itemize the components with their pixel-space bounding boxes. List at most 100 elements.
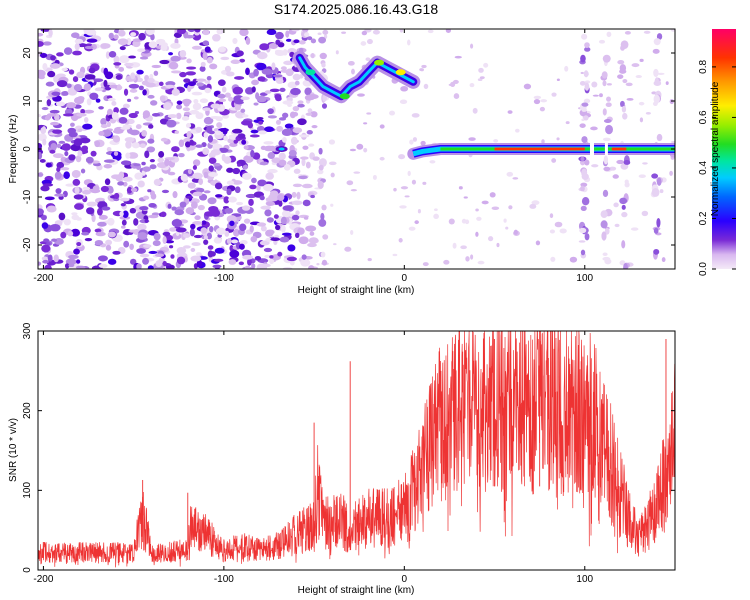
noise-speckle: [533, 95, 542, 100]
noise-speckle: [148, 124, 154, 129]
noise-speckle: [512, 177, 519, 180]
noise-speckle: [189, 109, 200, 115]
noise-speckle: [49, 109, 60, 114]
noise-speckle: [360, 41, 367, 46]
noise-speckle: [61, 67, 69, 72]
noise-speckle: [65, 183, 76, 187]
noise-speckle: [330, 203, 334, 207]
streak-speckle: [322, 234, 329, 240]
noise-speckle: [372, 174, 377, 180]
noise-speckle: [281, 128, 293, 137]
noise-speckle: [75, 265, 86, 269]
noise-speckle: [62, 190, 68, 198]
noise-speckle: [275, 78, 284, 84]
noise-speckle: [310, 53, 315, 59]
noise-speckle: [183, 78, 191, 83]
noise-speckle: [304, 87, 312, 96]
noise-speckle: [379, 124, 385, 129]
streak-speckle: [604, 258, 612, 265]
noise-speckle: [513, 229, 518, 235]
noise-speckle: [240, 96, 250, 101]
noise-speckle: [592, 94, 599, 97]
snr-x-tick-label: -100: [214, 574, 234, 585]
noise-speckle: [118, 55, 130, 64]
noise-speckle: [218, 128, 229, 133]
snr-y-axis-label: SNR (10 * v/v): [8, 418, 19, 482]
spectrogram-x-tick-label: -200: [33, 273, 53, 284]
streak-speckle: [623, 159, 631, 165]
noise-speckle: [83, 109, 95, 114]
noise-speckle: [551, 158, 557, 163]
streak-speckle: [653, 68, 659, 78]
noise-speckle: [169, 245, 174, 249]
spectrogram-y-axis-label: Frequency (Hz): [8, 115, 19, 184]
noise-speckle: [239, 243, 245, 250]
noise-speckle: [141, 161, 146, 166]
noise-speckle: [190, 247, 196, 252]
noise-speckle: [292, 127, 303, 134]
noise-speckle: [282, 112, 289, 119]
noise-speckle: [229, 245, 234, 252]
noise-speckle: [113, 55, 120, 64]
noise-speckle: [72, 50, 82, 56]
noise-speckle: [244, 265, 251, 269]
noise-speckle: [133, 218, 139, 226]
noise-speckle: [208, 206, 219, 213]
streak-speckle: [651, 173, 659, 179]
noise-speckle: [251, 177, 257, 184]
noise-speckle: [201, 220, 207, 225]
snr-y-tick-label: 100: [22, 482, 33, 499]
noise-speckle: [153, 178, 162, 186]
noise-speckle: [117, 38, 129, 46]
noise-speckle: [551, 92, 557, 97]
noise-speckle: [602, 80, 607, 87]
noise-speckle: [61, 91, 69, 96]
noise-speckle: [212, 264, 222, 269]
noise-speckle: [192, 102, 202, 111]
noise-speckle: [250, 235, 258, 243]
noise-speckle: [271, 62, 276, 71]
noise-speckle: [121, 219, 127, 226]
carrier-track-gap: [604, 143, 608, 155]
streak-speckle: [318, 36, 327, 44]
noise-speckle: [210, 103, 221, 109]
noise-speckle: [124, 62, 134, 67]
noise-speckle: [269, 258, 275, 265]
noise-speckle: [365, 57, 371, 62]
noise-speckle: [379, 156, 385, 161]
noise-speckle: [266, 29, 277, 36]
noise-speckle: [73, 194, 84, 200]
noise-speckle: [275, 119, 282, 125]
noise-speckle: [598, 39, 606, 44]
noise-speckle: [97, 255, 108, 262]
noise-speckle: [606, 83, 612, 86]
noise-speckle: [111, 111, 119, 120]
noise-speckle: [70, 228, 81, 237]
noise-speckle: [550, 256, 556, 262]
streak-speckle: [653, 227, 659, 234]
noise-speckle: [53, 254, 59, 263]
streak-speckle: [322, 29, 329, 35]
noise-speckle: [169, 227, 177, 232]
upper-track-hotspot: [395, 69, 406, 76]
noise-speckle: [48, 29, 53, 37]
noise-speckle: [186, 130, 192, 139]
noise-speckle: [256, 222, 267, 227]
noise-speckle: [234, 76, 245, 80]
noise-speckle: [249, 134, 260, 138]
noise-speckle: [298, 175, 308, 180]
noise-speckle: [52, 153, 64, 159]
noise-speckle: [202, 40, 210, 46]
streak-speckle: [584, 42, 590, 49]
noise-speckle: [308, 265, 315, 269]
noise-speckle: [659, 189, 664, 194]
noise-speckle: [181, 116, 190, 121]
noise-speckle: [39, 159, 46, 163]
noise-speckle: [249, 225, 254, 233]
noise-speckle: [128, 55, 137, 59]
noise-speckle: [137, 180, 145, 188]
upper-track-hotspot: [305, 69, 316, 76]
noise-speckle: [253, 102, 259, 106]
noise-speckle: [126, 186, 133, 194]
noise-speckle: [204, 46, 211, 53]
